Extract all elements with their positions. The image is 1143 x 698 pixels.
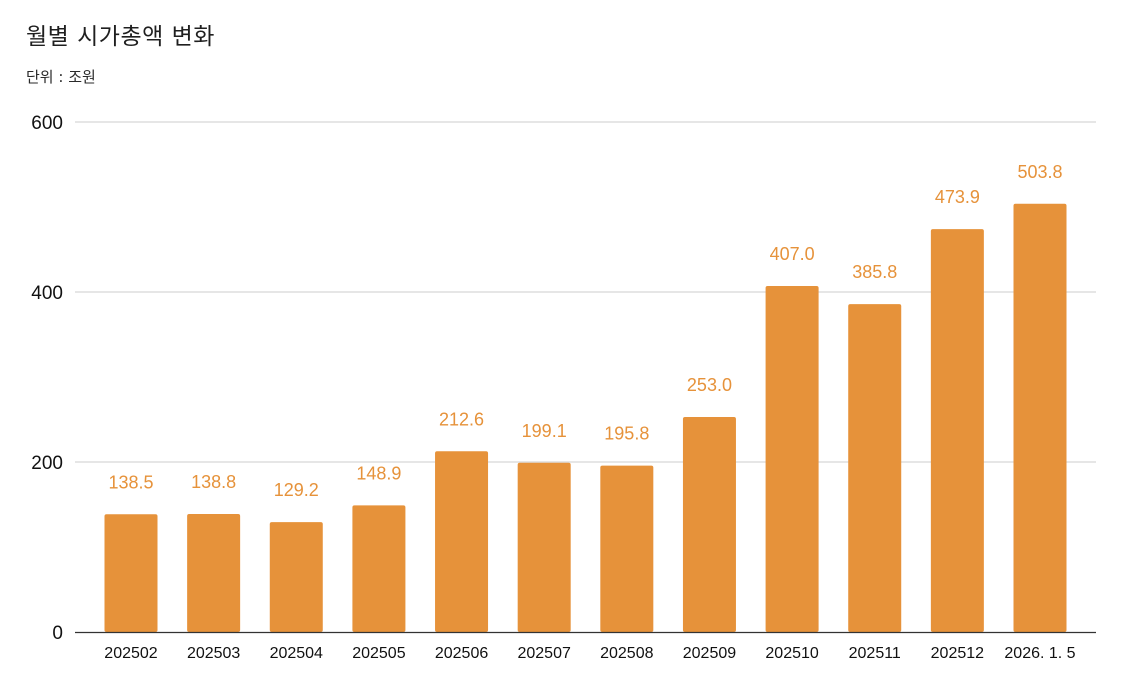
bar	[104, 514, 158, 632]
x-tick-label: 202505	[352, 645, 405, 662]
x-tick-label: 202510	[765, 645, 818, 662]
x-axis-ticks: 202502 202503 202504 202505 202506 202507 2025…	[104, 645, 1075, 662]
chart-subtitle: 단위 : 조원	[26, 68, 96, 86]
x-tick-label: 202511	[849, 645, 901, 662]
bar	[600, 465, 654, 632]
y-tick-label: 0	[52, 623, 63, 644]
data-label: 148.9	[356, 463, 401, 483]
data-label: 199.1	[522, 421, 567, 441]
data-labels: 138.5 138.8 129.2 148.9 212.6 199.1 195.8 253.0…	[108, 162, 1062, 500]
bar	[187, 514, 241, 632]
bar	[269, 522, 323, 632]
bar	[848, 304, 902, 632]
bar	[435, 451, 489, 632]
x-tick-label: 202512	[931, 645, 984, 662]
data-label: 407.0	[770, 244, 815, 264]
data-label: 138.8	[191, 472, 236, 492]
x-tick-label: 2026. 1. 5	[1004, 645, 1075, 662]
y-axis-ticks: 0 200 400 600	[31, 113, 63, 644]
data-label: 138.5	[108, 472, 153, 492]
bar	[1013, 203, 1067, 632]
x-tick-label: 202504	[270, 645, 323, 662]
x-tick-label: 202508	[600, 645, 653, 662]
x-tick-label: 202503	[187, 645, 240, 662]
x-tick-label: 202506	[435, 645, 488, 662]
bar	[930, 229, 984, 632]
data-label: 253.0	[687, 375, 732, 395]
bars	[104, 203, 1067, 632]
gridlines	[75, 121, 1096, 463]
data-label: 503.8	[1017, 162, 1062, 182]
y-tick-label: 600	[31, 113, 63, 134]
chart-title: 월별 시가총액 변화	[26, 24, 215, 50]
x-tick-label: 202502	[104, 645, 157, 662]
data-label: 473.9	[935, 187, 980, 207]
y-tick-label: 200	[31, 453, 63, 474]
bar	[352, 505, 406, 632]
x-tick-label: 202507	[517, 645, 570, 662]
bar	[682, 416, 736, 632]
y-tick-label: 400	[31, 283, 63, 304]
data-label: 129.2	[274, 480, 319, 500]
bar	[765, 286, 819, 632]
bar	[517, 462, 571, 632]
data-label: 195.8	[604, 424, 649, 444]
data-label: 212.6	[439, 409, 484, 429]
data-label: 385.8	[852, 262, 897, 282]
x-tick-label: 202509	[683, 645, 736, 662]
